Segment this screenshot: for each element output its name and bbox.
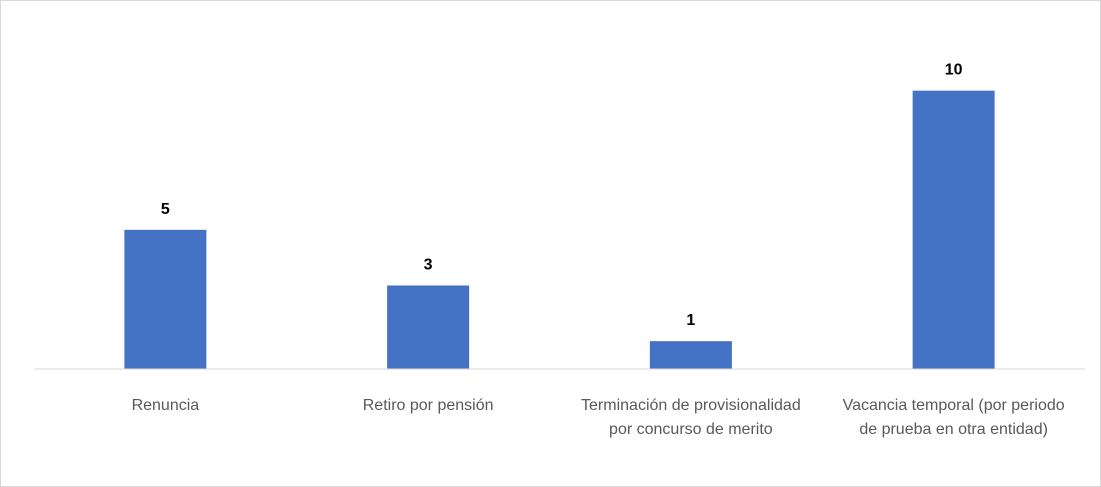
x-tick-label: Terminación de provisionalidad por concur… xyxy=(581,397,801,438)
x-tick-label: Renuncia xyxy=(132,397,200,414)
bar xyxy=(124,229,207,369)
x-tick-label: Vacancia temporal (por periodo de prueba … xyxy=(843,397,1065,438)
data-label: 10 xyxy=(945,62,963,79)
bar xyxy=(387,285,470,369)
bar xyxy=(649,341,732,369)
bar xyxy=(912,90,995,370)
x-tick-label: Retiro por pensión xyxy=(363,397,494,414)
data-label: 1 xyxy=(686,312,695,329)
data-label: 5 xyxy=(161,201,170,218)
data-label: 3 xyxy=(424,257,433,274)
